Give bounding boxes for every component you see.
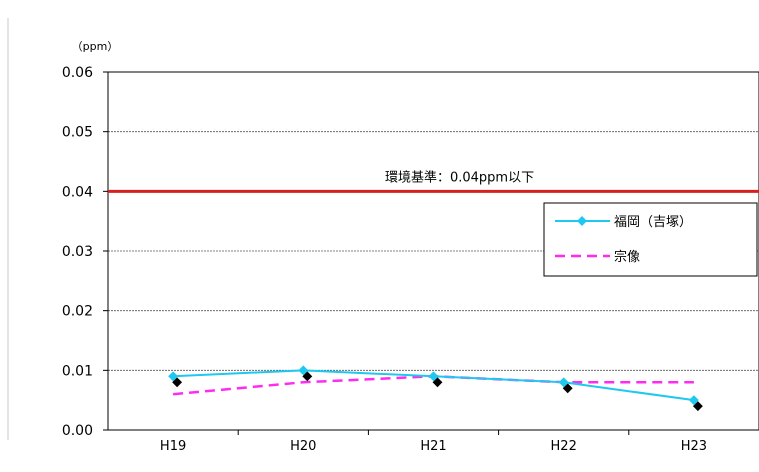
series-layer <box>168 365 703 411</box>
y-axis: 0.06 0.05 0.04 0.03 0.02 0.01 0.00 <box>62 65 108 439</box>
y-tick-label: 0.01 <box>62 363 93 379</box>
legend-label-fukuoka: 福岡（吉塚） <box>614 215 692 230</box>
legend-box <box>544 203 757 276</box>
x-tick-label: H23 <box>681 439 707 454</box>
reference-line-label: 環境基準：0.04ppm以下 <box>385 169 534 185</box>
x-tick-label: H21 <box>420 439 446 454</box>
y-tick-label: 0.02 <box>62 304 93 320</box>
legend: 福岡（吉塚） 宗像 <box>544 203 757 276</box>
legend-label-munakata: 宗像 <box>614 249 640 265</box>
y-tick-label: 0.03 <box>62 244 93 260</box>
y-tick-label: 0.05 <box>62 125 93 141</box>
x-tick-label: H19 <box>160 439 186 454</box>
y-tick-label: 0.04 <box>62 184 93 200</box>
y-tick-label: 0.00 <box>62 423 93 439</box>
x-axis: H19 H20 H21 H22 H23 <box>160 430 707 454</box>
x-tick-label: H22 <box>551 439 577 454</box>
y-unit-label: （ppm） <box>72 40 119 53</box>
x-tick-label: H20 <box>290 439 316 454</box>
y-tick-label: 0.06 <box>62 65 93 81</box>
